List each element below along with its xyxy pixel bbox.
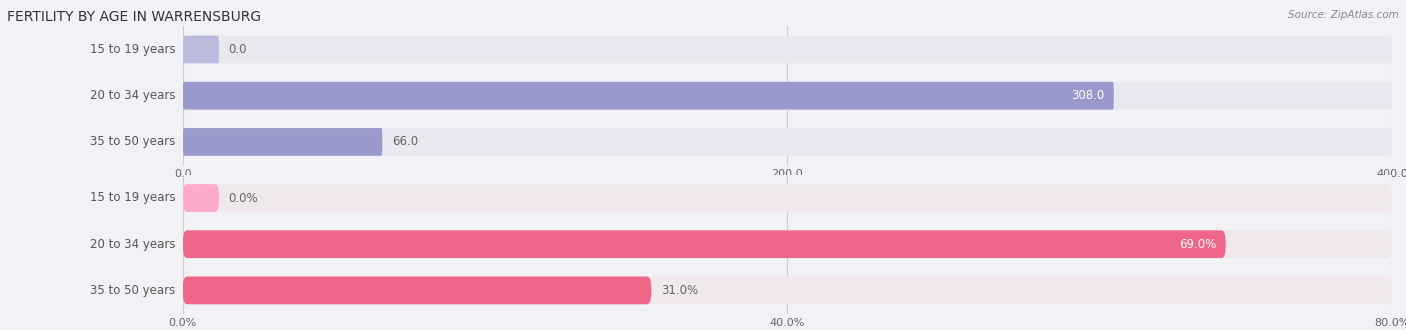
Text: 0.0: 0.0: [229, 43, 247, 56]
Text: 20 to 34 years: 20 to 34 years: [90, 89, 176, 102]
FancyBboxPatch shape: [183, 277, 651, 304]
FancyBboxPatch shape: [183, 230, 1392, 258]
FancyBboxPatch shape: [183, 128, 1392, 156]
Text: 66.0: 66.0: [392, 135, 418, 148]
Text: 35 to 50 years: 35 to 50 years: [90, 284, 176, 297]
FancyBboxPatch shape: [183, 277, 1392, 304]
Text: 20 to 34 years: 20 to 34 years: [90, 238, 176, 251]
FancyBboxPatch shape: [183, 82, 1114, 110]
FancyBboxPatch shape: [183, 184, 1392, 212]
Text: 308.0: 308.0: [1071, 89, 1104, 102]
Text: 31.0%: 31.0%: [661, 284, 699, 297]
Text: 0.0%: 0.0%: [229, 191, 259, 205]
Text: 15 to 19 years: 15 to 19 years: [90, 191, 176, 205]
FancyBboxPatch shape: [183, 36, 1392, 63]
Text: 35 to 50 years: 35 to 50 years: [90, 135, 176, 148]
FancyBboxPatch shape: [183, 82, 1392, 110]
Text: 69.0%: 69.0%: [1178, 238, 1216, 251]
FancyBboxPatch shape: [183, 230, 1226, 258]
Text: Source: ZipAtlas.com: Source: ZipAtlas.com: [1288, 10, 1399, 20]
FancyBboxPatch shape: [183, 184, 219, 212]
Text: 15 to 19 years: 15 to 19 years: [90, 43, 176, 56]
Text: FERTILITY BY AGE IN WARRENSBURG: FERTILITY BY AGE IN WARRENSBURG: [7, 10, 262, 24]
FancyBboxPatch shape: [183, 36, 219, 63]
FancyBboxPatch shape: [183, 128, 382, 156]
